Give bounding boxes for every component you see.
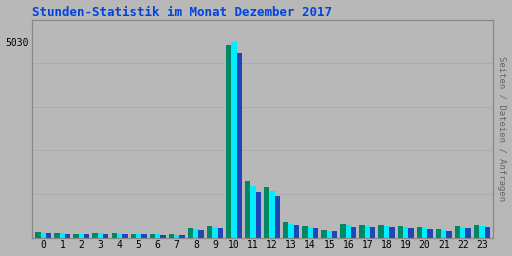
Bar: [54, 233, 60, 238]
Bar: [269, 191, 275, 238]
Bar: [60, 233, 65, 238]
Bar: [160, 235, 166, 238]
Bar: [460, 227, 465, 238]
Y-axis label: Seiten / Dateien / Anfragen: Seiten / Dateien / Anfragen: [498, 56, 506, 201]
Bar: [155, 234, 160, 238]
Bar: [294, 225, 299, 238]
Bar: [46, 233, 51, 238]
Bar: [199, 230, 204, 238]
Bar: [340, 225, 346, 238]
Bar: [174, 235, 179, 238]
Bar: [484, 227, 490, 238]
Bar: [136, 234, 141, 238]
Bar: [141, 234, 146, 238]
Bar: [79, 234, 84, 238]
Bar: [403, 227, 408, 238]
Bar: [359, 225, 365, 238]
Bar: [313, 228, 318, 238]
Bar: [327, 231, 332, 238]
Bar: [250, 186, 255, 238]
Bar: [103, 234, 109, 238]
Bar: [308, 227, 313, 238]
Bar: [441, 230, 446, 238]
Bar: [365, 226, 370, 238]
Bar: [455, 226, 460, 238]
Bar: [84, 234, 90, 238]
Bar: [322, 230, 327, 238]
Bar: [283, 222, 288, 238]
Text: Stunden-Statistik im Monat Dezember 2017: Stunden-Statistik im Monat Dezember 2017: [32, 6, 332, 18]
Bar: [384, 226, 389, 238]
Bar: [131, 233, 136, 238]
Bar: [193, 229, 199, 238]
Bar: [446, 231, 452, 238]
Bar: [207, 226, 212, 238]
Bar: [122, 234, 127, 238]
Bar: [150, 234, 155, 238]
Bar: [370, 227, 375, 238]
Bar: [212, 227, 218, 238]
Bar: [112, 233, 117, 238]
Bar: [35, 232, 40, 238]
Bar: [397, 226, 403, 238]
Bar: [428, 229, 433, 238]
Bar: [237, 53, 242, 238]
Bar: [40, 233, 46, 238]
Bar: [378, 225, 384, 238]
Bar: [264, 187, 269, 238]
Bar: [422, 228, 428, 238]
Bar: [73, 233, 79, 238]
Bar: [255, 192, 261, 238]
Bar: [93, 233, 98, 238]
Bar: [346, 225, 351, 238]
Bar: [465, 228, 471, 238]
Bar: [351, 227, 356, 238]
Bar: [245, 181, 250, 238]
Bar: [98, 233, 103, 238]
Bar: [436, 229, 441, 238]
Bar: [179, 235, 185, 238]
Bar: [302, 226, 308, 238]
Bar: [389, 227, 395, 238]
Bar: [117, 234, 122, 238]
Bar: [169, 234, 174, 238]
Bar: [288, 224, 294, 238]
Bar: [408, 228, 414, 238]
Bar: [479, 226, 484, 238]
Bar: [417, 227, 422, 238]
Bar: [332, 231, 337, 238]
Bar: [226, 45, 231, 238]
Bar: [188, 228, 193, 238]
Bar: [231, 42, 237, 238]
Bar: [65, 234, 70, 238]
Bar: [275, 196, 280, 238]
Bar: [474, 225, 479, 238]
Bar: [218, 228, 223, 238]
